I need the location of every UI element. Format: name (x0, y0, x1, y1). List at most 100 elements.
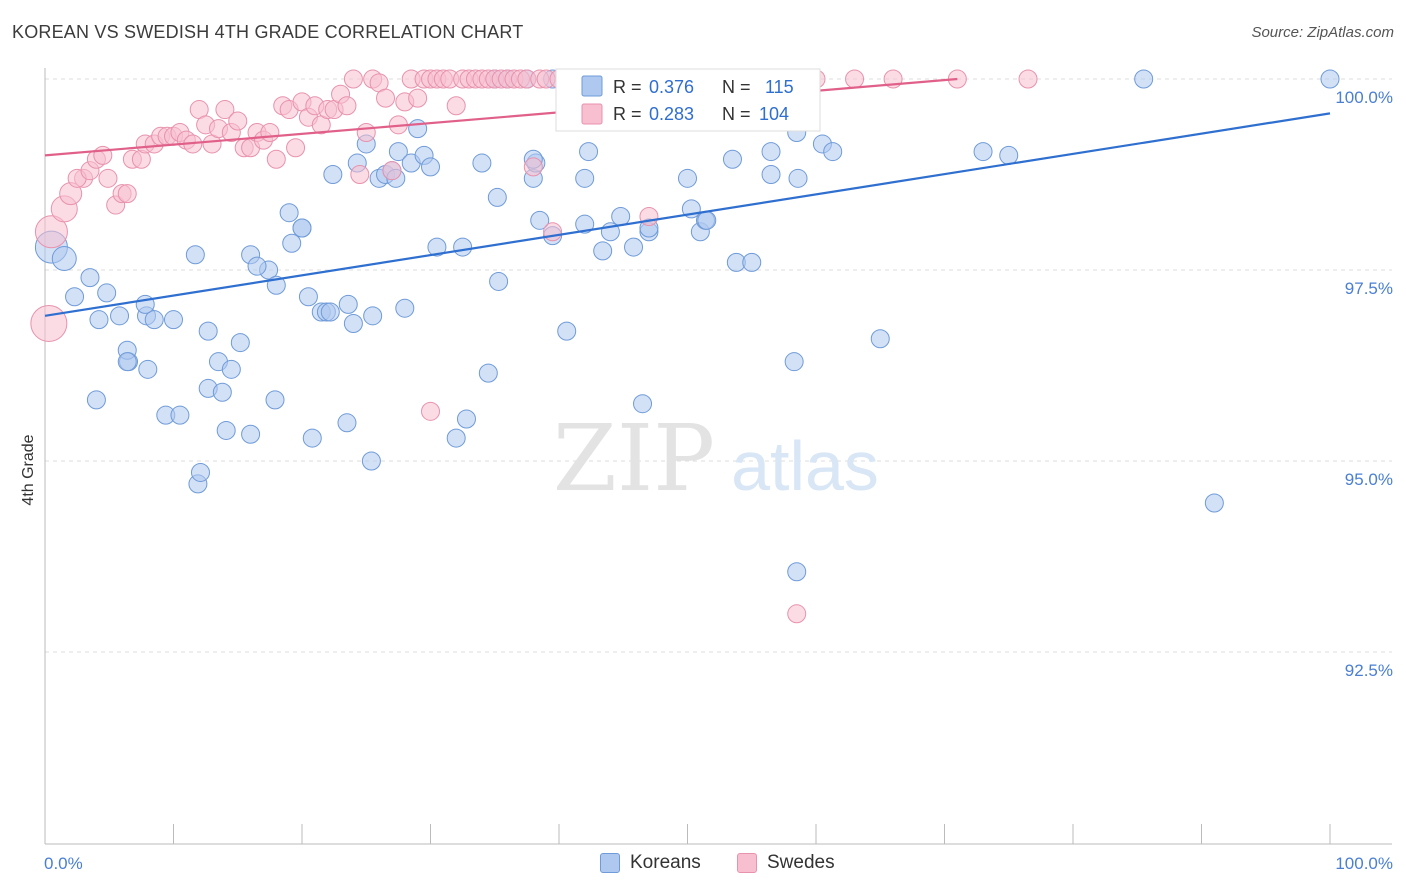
korean-point (89, 310, 109, 330)
watermark: ZIP atlas (553, 405, 879, 512)
korean-point (761, 142, 781, 162)
korean-point (722, 149, 742, 169)
korean-point (298, 287, 318, 307)
swede-point (266, 149, 286, 169)
legend-swede-n-label: N = (722, 104, 751, 124)
swede-point (228, 111, 248, 131)
swede-point (356, 122, 376, 142)
korean-point (1134, 69, 1154, 89)
korean-point (784, 352, 804, 372)
legend-item-koreans: Koreans (600, 852, 701, 874)
korean-point (579, 142, 599, 162)
korean-point (1320, 69, 1340, 89)
korean-point (489, 271, 509, 291)
koreans-swatch (600, 853, 620, 873)
watermark-atlas: atlas (731, 427, 879, 505)
swede-point (543, 222, 563, 242)
swede-point (350, 165, 370, 184)
korean-point (478, 363, 498, 383)
korean-point (337, 413, 357, 433)
axes (44, 68, 1392, 845)
korean-point (999, 145, 1019, 165)
korean-point (363, 306, 383, 326)
korean-point (487, 187, 507, 207)
korean-point (973, 142, 993, 162)
korean-point (212, 382, 232, 402)
swede-point (382, 161, 402, 181)
swede-point (30, 304, 68, 342)
legend-bottom: Koreans Swedes (0, 850, 1406, 880)
swede-point (421, 401, 440, 421)
y-tick-label: 92.5% (1345, 661, 1393, 680)
legend-top: R = 0.376 N = 115 R = 0.283 N = 104 (555, 68, 821, 132)
swede-point (260, 122, 280, 142)
korean-point (408, 119, 428, 139)
korean-point (472, 153, 492, 173)
y-axis-label: 4th Grade (20, 434, 37, 505)
korean-point (170, 405, 190, 425)
korean-point (593, 241, 613, 261)
korean-point (361, 451, 381, 471)
y-tick-label: 100.0% (1335, 88, 1393, 107)
korean-point (221, 359, 241, 379)
legend-swede-n-value: 104 (759, 104, 789, 124)
korean-point (338, 294, 358, 314)
swede-point (639, 207, 659, 227)
chart-title: KOREAN VS SWEDISH 4TH GRADE CORRELATION … (12, 22, 524, 42)
korean-point (282, 233, 302, 253)
korean-trend-line (44, 112, 1331, 317)
korean-point (86, 390, 106, 410)
x-tick-label: 100.0% (1335, 854, 1393, 873)
y-tick-labels: 92.5% 95.0% 97.5% 100.0% (1335, 88, 1393, 680)
y-tick-label: 95.0% (1345, 470, 1393, 489)
korean-point (870, 329, 890, 349)
korean-point (456, 409, 476, 429)
legend-item-swedes: Swedes (737, 852, 835, 874)
korean-point (395, 298, 415, 318)
legend-swedes-label: Swedes (767, 852, 835, 873)
korean-point (575, 214, 595, 234)
swede-point (286, 138, 306, 158)
x-tick-label: 0.0% (44, 854, 83, 873)
korean-point (788, 168, 808, 188)
korean-point (247, 256, 267, 276)
korean-point (742, 252, 762, 272)
korean-point (65, 287, 85, 307)
korean-point (697, 210, 717, 230)
swede-point (1018, 69, 1038, 89)
swede-point (446, 96, 466, 116)
swede-point (117, 184, 137, 204)
korean-point (190, 462, 210, 482)
korean-point (117, 352, 137, 372)
korean-point (320, 302, 340, 322)
korean-point (427, 237, 447, 257)
swede-point (376, 88, 396, 108)
swede-point (98, 168, 118, 188)
korean-point (110, 306, 130, 326)
korean-point (557, 321, 577, 341)
gridlines (45, 78, 1392, 653)
korean-point (144, 310, 164, 330)
legend-korean-r-label: R = (613, 77, 642, 97)
watermark-zip: ZIP (553, 405, 715, 512)
legend-korean-n-label: N = (722, 77, 751, 97)
korean-point (624, 237, 644, 257)
korean-point (823, 142, 843, 162)
legend-korean-r-value: 0.376 (649, 77, 694, 97)
korean-point (1204, 493, 1224, 513)
swede-point (343, 69, 363, 89)
korean-point (292, 218, 312, 238)
korean-point (530, 210, 550, 230)
korean-point (51, 246, 77, 272)
korean-point (633, 394, 653, 414)
legend-swede-r-label: R = (613, 104, 642, 124)
korean-point (265, 390, 285, 410)
korean-point (343, 313, 363, 333)
legend-koreans-label: Koreans (630, 852, 701, 873)
swede-point (34, 215, 68, 249)
swedes-swatch (737, 853, 757, 873)
swede-point (523, 157, 543, 177)
korean-point (421, 157, 440, 177)
legend-swede-swatch (581, 103, 603, 125)
